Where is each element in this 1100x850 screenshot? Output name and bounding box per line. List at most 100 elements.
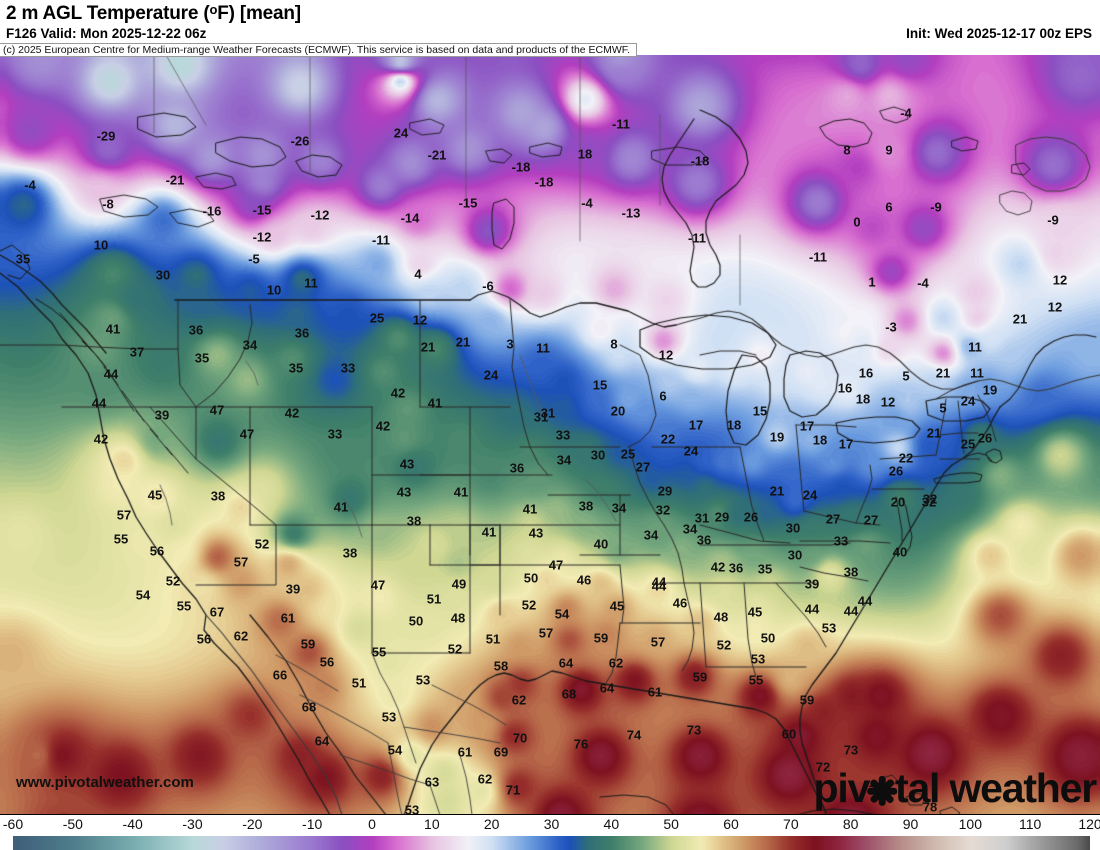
colorbar-tick-30: 30 [543, 816, 560, 832]
temperature-label: 26 [743, 509, 759, 525]
temperature-label: 43 [396, 484, 412, 500]
temperature-label: 22 [898, 450, 914, 466]
temperature-label: 34 [242, 337, 258, 353]
temperature-label: -21 [165, 172, 185, 188]
temperature-label: 38 [578, 498, 594, 514]
temperature-label: 27 [635, 459, 651, 475]
temperature-label: 21 [1012, 311, 1028, 327]
temperature-label: 53 [821, 620, 837, 636]
temperature-label: 44 [843, 603, 859, 619]
temperature-label: 18 [726, 417, 742, 433]
temperature-label: -11 [611, 116, 631, 132]
temperature-label: 35 [757, 561, 773, 577]
colorbar-tick-neg60: -60 [2, 816, 24, 832]
temperature-label: 71 [505, 782, 521, 798]
temperature-label: 16 [837, 380, 853, 396]
temperature-label: 30 [785, 520, 801, 536]
page-title-unit: F) [mean] [217, 2, 301, 24]
temperature-label: 57 [538, 625, 554, 641]
temperature-label: 19 [982, 382, 998, 398]
temperature-label: -12 [310, 207, 330, 223]
weather-map[interactable]: -4 -8 10 35 -29 -21 -16 -15 -26 -12 -12 -5 30 10 11 41 3… [0, 55, 1100, 815]
watermark-text-post: tal weather [895, 765, 1097, 811]
temperature-label: 61 [647, 684, 663, 700]
temperature-label: 68 [561, 686, 577, 702]
temperature-label: 27 [863, 512, 879, 528]
temperature-label: -18 [534, 174, 554, 190]
temperature-label: 33 [555, 427, 571, 443]
temperature-label: 18 [577, 146, 593, 162]
temperature-label: 34 [682, 521, 698, 537]
temperature-label: 72 [815, 759, 831, 775]
temperature-label: 62 [608, 655, 624, 671]
temperature-label: 26 [977, 430, 993, 446]
temperature-label: 20 [610, 403, 626, 419]
temperature-label: -9 [1047, 212, 1059, 228]
temperature-label: 54 [387, 742, 403, 758]
temperature-label: 42 [375, 418, 391, 434]
temperature-label: 33 [327, 426, 343, 442]
temperature-label: 52 [165, 573, 181, 589]
temperature-label: 54 [135, 587, 151, 603]
temperature-label: 32 [922, 491, 938, 507]
temperature-label: -18 [690, 153, 710, 169]
temperature-label: 53 [415, 672, 431, 688]
temperature-label: 24 [802, 487, 818, 503]
colorbar-tick-80: 80 [842, 816, 859, 832]
temperature-label: 70 [512, 730, 528, 746]
temperature-label: 21 [420, 339, 436, 355]
temperature-label: 8 [610, 336, 618, 352]
temperature-label: 56 [196, 631, 212, 647]
temperature-label: 56 [149, 543, 165, 559]
colorbar-tick-100: 100 [958, 816, 983, 832]
temperature-label: -29 [96, 128, 116, 144]
colorbar-tick-40: 40 [603, 816, 620, 832]
temperature-label: 53 [750, 651, 766, 667]
temperature-label: 11 [968, 339, 982, 355]
temperature-label: 39 [154, 407, 170, 423]
temperature-label: 39 [804, 576, 820, 592]
colorbar[interactable]: -60 -50 -40 -30 -20 -10 0 10 20 30 40 50 60 70 80 90 100… [0, 815, 1100, 850]
temperature-label: 21 [455, 334, 471, 350]
temperature-label: 62 [477, 771, 493, 787]
temperature-label: 42 [93, 431, 109, 447]
temperature-label: 68 [301, 699, 317, 715]
temperature-label: -15 [458, 195, 478, 211]
temperature-label: 44 [103, 366, 119, 382]
degree-symbol: o [209, 2, 218, 17]
temperature-label: 18 [855, 391, 871, 407]
temperature-label: 45 [609, 598, 625, 614]
temperature-label: 54 [554, 606, 570, 622]
temperature-label: 30 [155, 267, 171, 283]
colorbar-tick-120: 120 [1078, 816, 1100, 832]
colorbar-tick-neg10: -10 [302, 816, 323, 832]
temperature-label: 53 [381, 709, 397, 725]
temperature-label: -15 [252, 202, 272, 218]
temperature-label: 15 [592, 377, 608, 393]
init-time-label: Init: Wed 2025-12-17 00z EPS [906, 26, 1092, 41]
temperature-label: 0 [853, 214, 861, 230]
temperature-label: 40 [892, 544, 908, 560]
temperature-label: 36 [696, 532, 712, 548]
temperature-label: 41 [522, 501, 538, 517]
temperature-label: -4 [900, 105, 912, 121]
temperature-label: 27 [825, 511, 841, 527]
temperature-label: 29 [657, 483, 673, 499]
temperature-label: 38 [843, 564, 859, 580]
temperature-label: 30 [590, 447, 606, 463]
colorbar-gradient[interactable] [13, 836, 1090, 850]
temperature-label: 66 [272, 667, 288, 683]
temperature-label: 47 [548, 557, 564, 573]
temperature-label: 69 [493, 744, 509, 760]
temperature-label: -11 [687, 230, 707, 246]
colorbar-tick-neg20: -20 [242, 816, 263, 832]
colorbar-tick-10: 10 [424, 816, 440, 832]
temperature-label: 20 [890, 494, 906, 510]
temperature-label: 55 [113, 531, 129, 547]
temperature-label: 42 [710, 559, 726, 575]
temperature-label: 32 [655, 502, 671, 518]
map-bottom-divider [0, 814, 1100, 815]
temperature-label: 43 [528, 525, 544, 541]
temperature-label: 41 [333, 499, 349, 515]
temperature-label: 25 [620, 446, 636, 462]
